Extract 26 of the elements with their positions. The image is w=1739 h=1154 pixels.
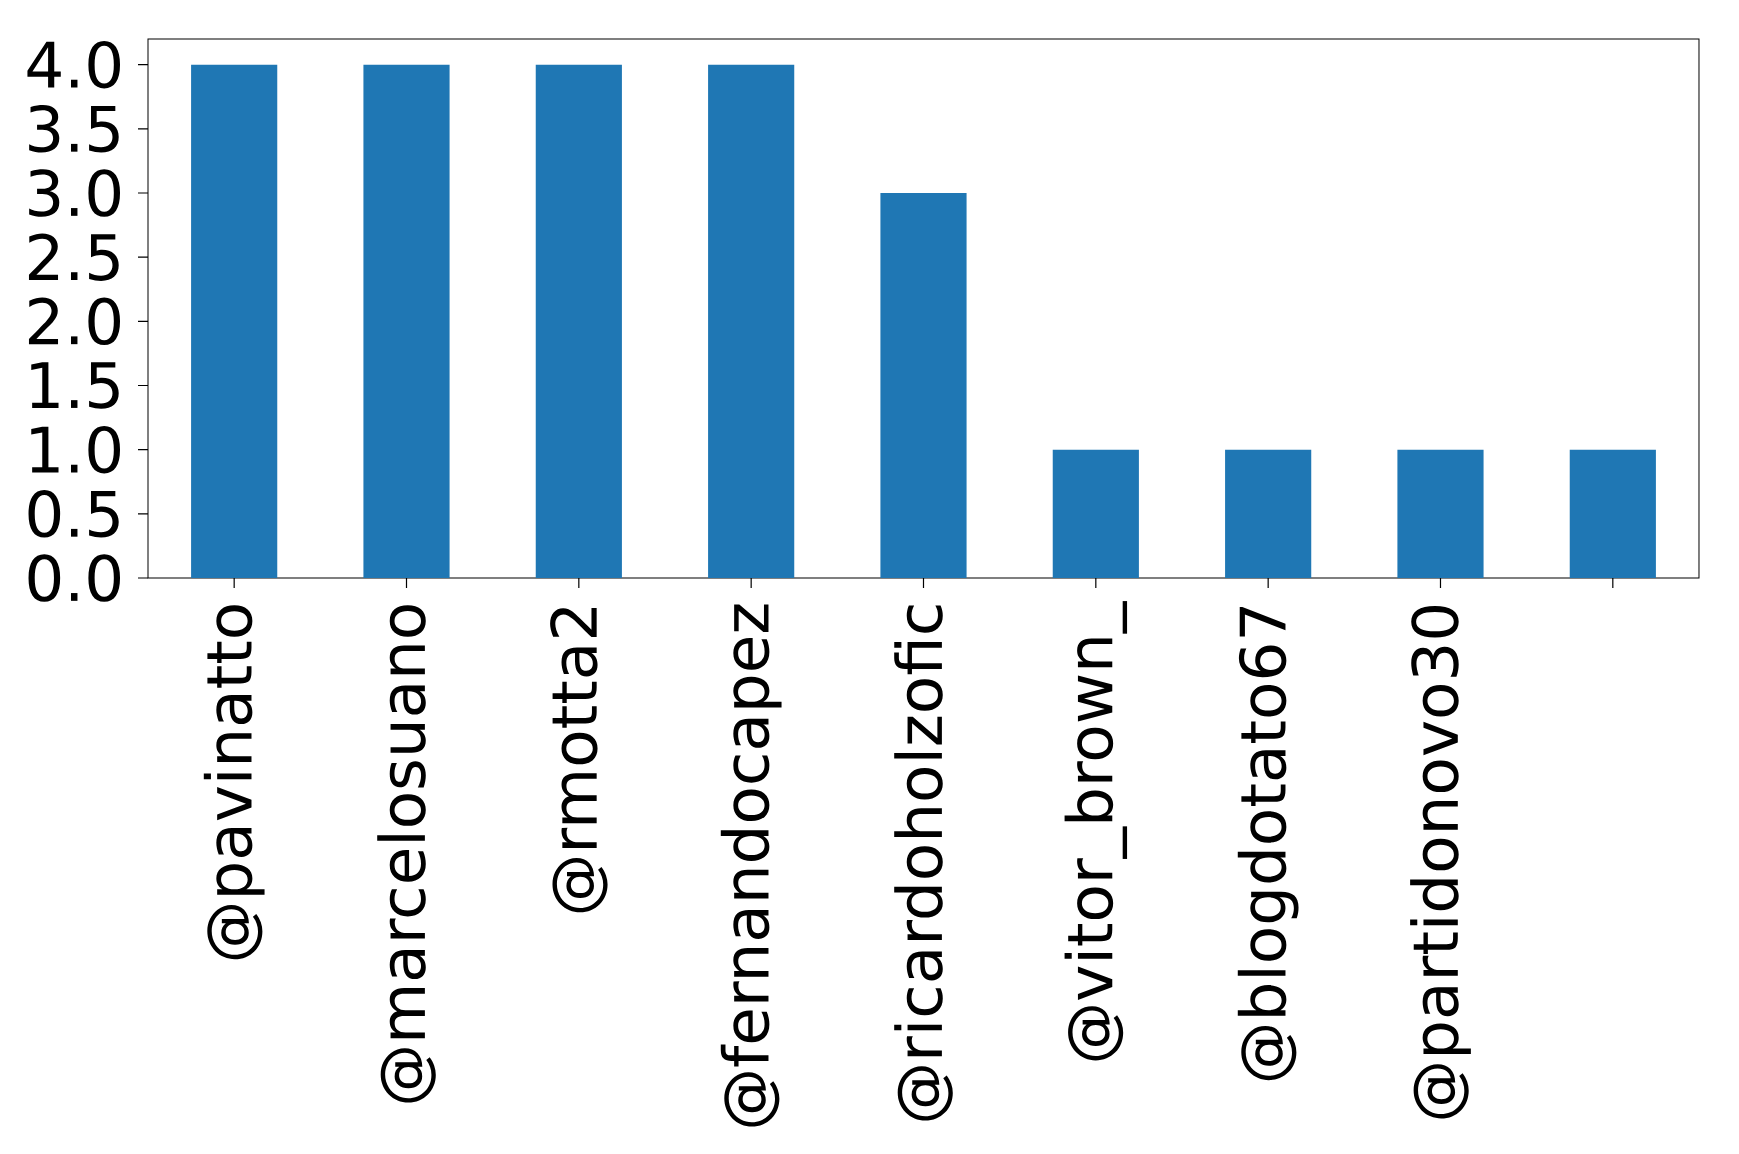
y-tick-label: 3.0 xyxy=(29,169,121,217)
bar xyxy=(191,64,278,578)
y-tick-label: 3.5 xyxy=(29,105,119,153)
bar xyxy=(1569,449,1656,578)
bar xyxy=(363,64,450,578)
x-tick-label: @ricardoholzofic xyxy=(894,605,953,1121)
x-tick-label: @rmotta2 xyxy=(550,608,608,913)
x-tick-label: @fernandocapez xyxy=(720,604,782,1127)
y-tick-label: 1.5 xyxy=(31,362,119,409)
y-tick-label: 2.0 xyxy=(28,297,121,346)
x-tick-label: @pavinatto xyxy=(203,605,265,960)
bar xyxy=(535,64,622,578)
y-tick-label: 0.0 xyxy=(28,554,121,602)
bar xyxy=(1397,449,1484,578)
y-tick-label: 4.0 xyxy=(27,40,121,89)
bar xyxy=(708,64,795,578)
bar xyxy=(1225,449,1312,578)
x-tick-label: @marcelosuano xyxy=(377,605,436,1103)
y-tick-label: 1.0 xyxy=(31,425,121,474)
y-tick-label: 0.5 xyxy=(28,490,119,538)
x-tick-label: @partidonovo30 xyxy=(1410,605,1471,1119)
bar xyxy=(880,192,967,578)
y-tick-label: 2.5 xyxy=(28,233,119,281)
bar xyxy=(1052,449,1139,578)
x-tick-label: @blogdotato67 xyxy=(1237,607,1299,1081)
x-tick-label: @vitor_brown_ xyxy=(1064,601,1128,1061)
